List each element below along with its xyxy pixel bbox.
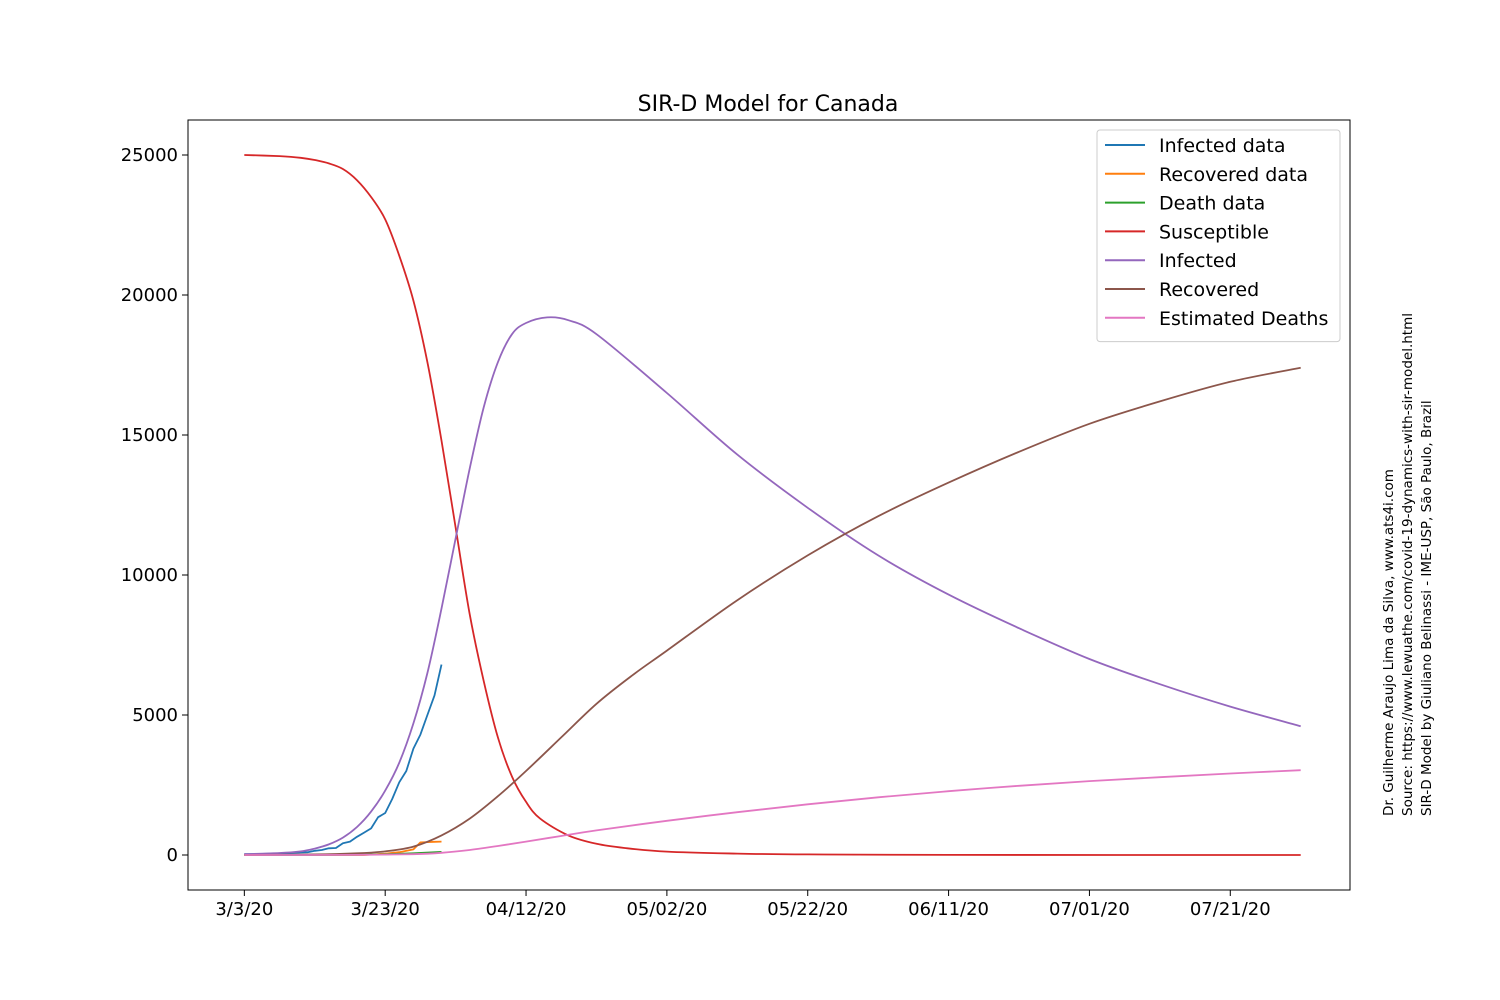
y-tick-label: 0 xyxy=(167,845,178,866)
x-tick-label: 06/11/20 xyxy=(908,899,989,920)
plot-frame xyxy=(187,119,1351,891)
legend-label: Recovered data xyxy=(1159,164,1308,186)
credit-model: SIR-D Model by Giuliano Belinassi - IME-… xyxy=(1419,400,1435,816)
y-tick-label: 25000 xyxy=(121,145,178,166)
x-axis: 3/3/20 3/23/20 04/12/20 05/02/20 05/22/20 06/… xyxy=(215,890,1271,920)
series-infected-data xyxy=(244,664,443,856)
series-susceptible xyxy=(244,154,1301,856)
credit-author: Dr. Guilherme Araujo Lima da Silva, www.… xyxy=(1381,469,1397,816)
legend-label: Recovered xyxy=(1159,279,1259,301)
x-tick-label: 3/23/20 xyxy=(350,899,419,920)
legend-label: Infected xyxy=(1159,250,1237,272)
legend-item-infected: Infected xyxy=(1105,250,1237,272)
legend-item-recovered-data: Recovered data xyxy=(1105,164,1308,186)
x-tick-label: 05/02/20 xyxy=(626,899,707,920)
legend-label: Death data xyxy=(1159,193,1265,215)
legend-box xyxy=(1096,129,1341,343)
legend: Infected data Recovered data Death data Sus… xyxy=(1096,129,1341,343)
series-layer xyxy=(244,154,1301,856)
series-infected xyxy=(244,316,1301,856)
series-recovered xyxy=(244,366,1301,856)
legend-item-susceptible: Susceptible xyxy=(1105,221,1269,243)
legend-label: Estimated Deaths xyxy=(1159,308,1328,330)
credit-source: Source: https://www.lewuathe.com/covid-1… xyxy=(1400,313,1416,816)
y-tick-label: 20000 xyxy=(121,285,178,306)
legend-label: Susceptible xyxy=(1159,221,1269,243)
chart-title: SIR-D Model for Canada xyxy=(638,92,899,117)
credits: Dr. Guilherme Araujo Lima da Silva, www.… xyxy=(1381,313,1435,816)
series-estimated-deaths xyxy=(244,769,1301,856)
legend-item-estimated-deaths: Estimated Deaths xyxy=(1105,308,1328,330)
legend-item-infected-data: Infected data xyxy=(1105,135,1286,157)
legend-label: Infected data xyxy=(1159,135,1286,157)
y-tick-label: 5000 xyxy=(132,705,178,726)
x-tick-label: 05/22/20 xyxy=(767,899,848,920)
y-tick-label: 10000 xyxy=(121,565,178,586)
legend-item-recovered: Recovered xyxy=(1105,279,1259,301)
y-axis: 0 5000 10000 15000 20000 25000 xyxy=(121,145,188,866)
legend-item-death-data: Death data xyxy=(1105,193,1265,215)
y-tick-label: 15000 xyxy=(121,425,178,446)
x-tick-label: 07/21/20 xyxy=(1190,899,1271,920)
x-tick-label: 04/12/20 xyxy=(486,899,567,920)
x-tick-label: 3/3/20 xyxy=(215,899,273,920)
x-tick-label: 07/01/20 xyxy=(1049,899,1130,920)
